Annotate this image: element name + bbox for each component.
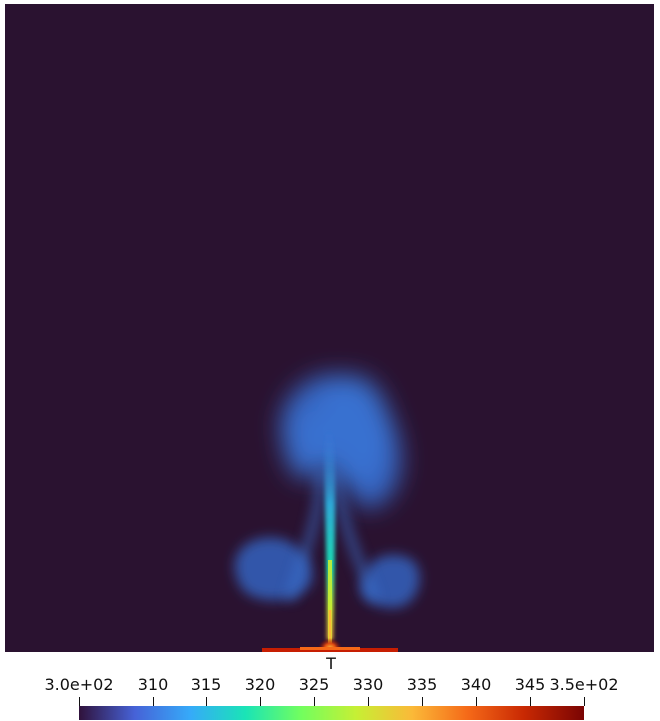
color-legend: T 3.0e+02 310 315 320 325 330 335 340 34… <box>44 654 619 720</box>
colorbar-ticks <box>79 697 585 706</box>
colorbar-tick-label: 335 <box>407 675 438 694</box>
colorbar-max-label: 3.5e+02 <box>549 675 618 694</box>
colorbar-tick-label: 325 <box>299 675 330 694</box>
colorbar-title: T <box>325 654 336 673</box>
colorbar-min-label: 3.0e+02 <box>44 675 113 694</box>
colorbar-tick-label: 330 <box>353 675 384 694</box>
colorbar-gradient <box>79 706 584 720</box>
colorbar-tick-label: 310 <box>138 675 169 694</box>
colorbar-tick-label: 340 <box>461 675 492 694</box>
plume-stem <box>324 430 336 640</box>
plume <box>234 374 420 652</box>
colorbar-tick-label: 320 <box>245 675 276 694</box>
colorbar-tick-label: 345 <box>515 675 546 694</box>
colorbar-tick-label: 315 <box>191 675 222 694</box>
